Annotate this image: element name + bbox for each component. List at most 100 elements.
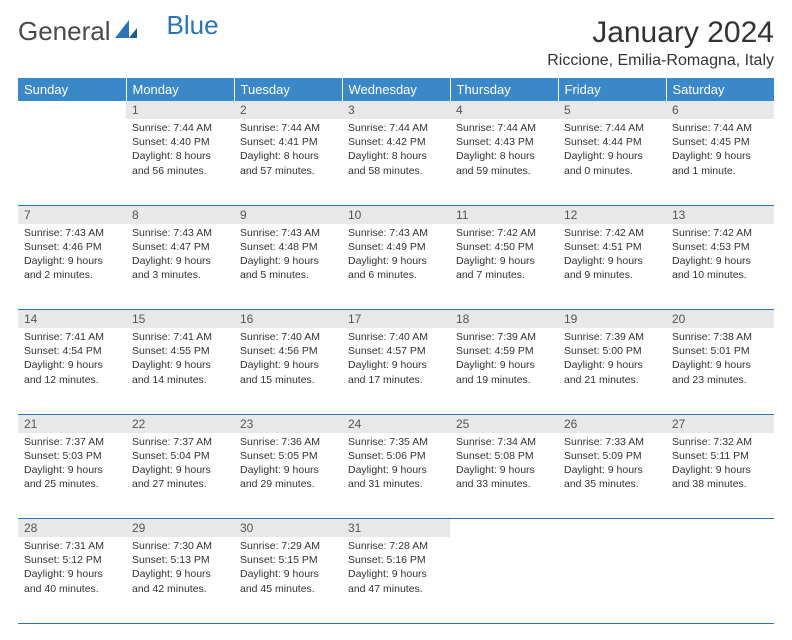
weekday-header: Thursday <box>450 78 558 101</box>
day-number: 12 <box>558 205 666 224</box>
day-number-row: 14151617181920 <box>18 310 774 329</box>
day-number: 19 <box>558 310 666 329</box>
day-details: Sunrise: 7:31 AMSunset: 5:12 PMDaylight:… <box>18 537 126 600</box>
day-number: 4 <box>450 101 558 119</box>
day-details: Sunrise: 7:42 AMSunset: 4:53 PMDaylight:… <box>666 224 774 287</box>
day-details: Sunrise: 7:37 AMSunset: 5:03 PMDaylight:… <box>18 433 126 496</box>
day-cell: Sunrise: 7:32 AMSunset: 5:11 PMDaylight:… <box>666 433 774 519</box>
day-cell: Sunrise: 7:44 AMSunset: 4:43 PMDaylight:… <box>450 119 558 205</box>
header: General Blue January 2024 Riccione, Emil… <box>18 16 774 70</box>
day-details: Sunrise: 7:44 AMSunset: 4:45 PMDaylight:… <box>666 119 774 182</box>
day-details: Sunrise: 7:43 AMSunset: 4:46 PMDaylight:… <box>18 224 126 287</box>
day-number: 6 <box>666 101 774 119</box>
day-details <box>666 537 774 543</box>
day-number: 9 <box>234 205 342 224</box>
day-details: Sunrise: 7:42 AMSunset: 4:50 PMDaylight:… <box>450 224 558 287</box>
day-cell: Sunrise: 7:40 AMSunset: 4:56 PMDaylight:… <box>234 328 342 414</box>
day-number <box>18 101 126 119</box>
day-number: 11 <box>450 205 558 224</box>
weekday-header-row: SundayMondayTuesdayWednesdayThursdayFrid… <box>18 78 774 101</box>
day-number: 24 <box>342 414 450 433</box>
day-number: 18 <box>450 310 558 329</box>
day-cell: Sunrise: 7:43 AMSunset: 4:49 PMDaylight:… <box>342 224 450 310</box>
month-title: January 2024 <box>547 16 774 50</box>
day-content-row: Sunrise: 7:44 AMSunset: 4:40 PMDaylight:… <box>18 119 774 205</box>
day-content-row: Sunrise: 7:37 AMSunset: 5:03 PMDaylight:… <box>18 433 774 519</box>
day-cell: Sunrise: 7:30 AMSunset: 5:13 PMDaylight:… <box>126 537 234 623</box>
logo-triangle-icon <box>115 20 137 43</box>
day-number: 7 <box>18 205 126 224</box>
day-cell: Sunrise: 7:33 AMSunset: 5:09 PMDaylight:… <box>558 433 666 519</box>
day-details: Sunrise: 7:39 AMSunset: 4:59 PMDaylight:… <box>450 328 558 391</box>
calendar-table: SundayMondayTuesdayWednesdayThursdayFrid… <box>18 78 774 624</box>
day-content-row: Sunrise: 7:41 AMSunset: 4:54 PMDaylight:… <box>18 328 774 414</box>
day-cell: Sunrise: 7:44 AMSunset: 4:42 PMDaylight:… <box>342 119 450 205</box>
day-number: 28 <box>18 519 126 538</box>
day-details <box>450 537 558 543</box>
day-details <box>558 537 666 543</box>
calendar-body: 123456Sunrise: 7:44 AMSunset: 4:40 PMDay… <box>18 101 774 623</box>
day-cell: Sunrise: 7:37 AMSunset: 5:04 PMDaylight:… <box>126 433 234 519</box>
weekday-header: Wednesday <box>342 78 450 101</box>
day-details: Sunrise: 7:36 AMSunset: 5:05 PMDaylight:… <box>234 433 342 496</box>
title-block: January 2024 Riccione, Emilia-Romagna, I… <box>547 16 774 70</box>
calendar-page: General Blue January 2024 Riccione, Emil… <box>0 0 792 640</box>
day-number: 8 <box>126 205 234 224</box>
day-details: Sunrise: 7:34 AMSunset: 5:08 PMDaylight:… <box>450 433 558 496</box>
day-number: 20 <box>666 310 774 329</box>
day-number: 5 <box>558 101 666 119</box>
day-details <box>18 119 126 125</box>
day-number: 26 <box>558 414 666 433</box>
day-number: 30 <box>234 519 342 538</box>
day-number: 2 <box>234 101 342 119</box>
day-cell: Sunrise: 7:40 AMSunset: 4:57 PMDaylight:… <box>342 328 450 414</box>
day-number: 27 <box>666 414 774 433</box>
day-number: 23 <box>234 414 342 433</box>
day-number: 22 <box>126 414 234 433</box>
weekday-header: Monday <box>126 78 234 101</box>
logo-text-2: Blue <box>167 10 219 41</box>
day-details: Sunrise: 7:39 AMSunset: 5:00 PMDaylight:… <box>558 328 666 391</box>
day-cell: Sunrise: 7:44 AMSunset: 4:44 PMDaylight:… <box>558 119 666 205</box>
day-details: Sunrise: 7:44 AMSunset: 4:41 PMDaylight:… <box>234 119 342 182</box>
day-cell: Sunrise: 7:43 AMSunset: 4:48 PMDaylight:… <box>234 224 342 310</box>
day-details: Sunrise: 7:44 AMSunset: 4:40 PMDaylight:… <box>126 119 234 182</box>
day-details: Sunrise: 7:42 AMSunset: 4:51 PMDaylight:… <box>558 224 666 287</box>
weekday-header: Tuesday <box>234 78 342 101</box>
day-cell: Sunrise: 7:34 AMSunset: 5:08 PMDaylight:… <box>450 433 558 519</box>
day-content-row: Sunrise: 7:43 AMSunset: 4:46 PMDaylight:… <box>18 224 774 310</box>
day-cell: Sunrise: 7:43 AMSunset: 4:46 PMDaylight:… <box>18 224 126 310</box>
day-details: Sunrise: 7:43 AMSunset: 4:48 PMDaylight:… <box>234 224 342 287</box>
day-number: 13 <box>666 205 774 224</box>
logo: General Blue <box>18 16 219 47</box>
day-number-row: 123456 <box>18 101 774 119</box>
day-details: Sunrise: 7:41 AMSunset: 4:54 PMDaylight:… <box>18 328 126 391</box>
day-cell <box>18 119 126 205</box>
day-details: Sunrise: 7:37 AMSunset: 5:04 PMDaylight:… <box>126 433 234 496</box>
day-cell: Sunrise: 7:39 AMSunset: 4:59 PMDaylight:… <box>450 328 558 414</box>
weekday-header: Saturday <box>666 78 774 101</box>
day-cell: Sunrise: 7:29 AMSunset: 5:15 PMDaylight:… <box>234 537 342 623</box>
day-cell: Sunrise: 7:39 AMSunset: 5:00 PMDaylight:… <box>558 328 666 414</box>
day-number: 17 <box>342 310 450 329</box>
day-details: Sunrise: 7:28 AMSunset: 5:16 PMDaylight:… <box>342 537 450 600</box>
day-number <box>666 519 774 538</box>
day-cell: Sunrise: 7:36 AMSunset: 5:05 PMDaylight:… <box>234 433 342 519</box>
day-details: Sunrise: 7:44 AMSunset: 4:43 PMDaylight:… <box>450 119 558 182</box>
day-details: Sunrise: 7:30 AMSunset: 5:13 PMDaylight:… <box>126 537 234 600</box>
day-number-row: 21222324252627 <box>18 414 774 433</box>
day-details: Sunrise: 7:38 AMSunset: 5:01 PMDaylight:… <box>666 328 774 391</box>
day-details: Sunrise: 7:32 AMSunset: 5:11 PMDaylight:… <box>666 433 774 496</box>
day-number-row: 78910111213 <box>18 205 774 224</box>
day-cell: Sunrise: 7:37 AMSunset: 5:03 PMDaylight:… <box>18 433 126 519</box>
day-number: 21 <box>18 414 126 433</box>
day-content-row: Sunrise: 7:31 AMSunset: 5:12 PMDaylight:… <box>18 537 774 623</box>
day-cell <box>558 537 666 623</box>
day-number <box>450 519 558 538</box>
day-cell: Sunrise: 7:44 AMSunset: 4:45 PMDaylight:… <box>666 119 774 205</box>
day-number: 1 <box>126 101 234 119</box>
day-number: 3 <box>342 101 450 119</box>
day-details: Sunrise: 7:41 AMSunset: 4:55 PMDaylight:… <box>126 328 234 391</box>
day-cell: Sunrise: 7:42 AMSunset: 4:53 PMDaylight:… <box>666 224 774 310</box>
day-number: 15 <box>126 310 234 329</box>
